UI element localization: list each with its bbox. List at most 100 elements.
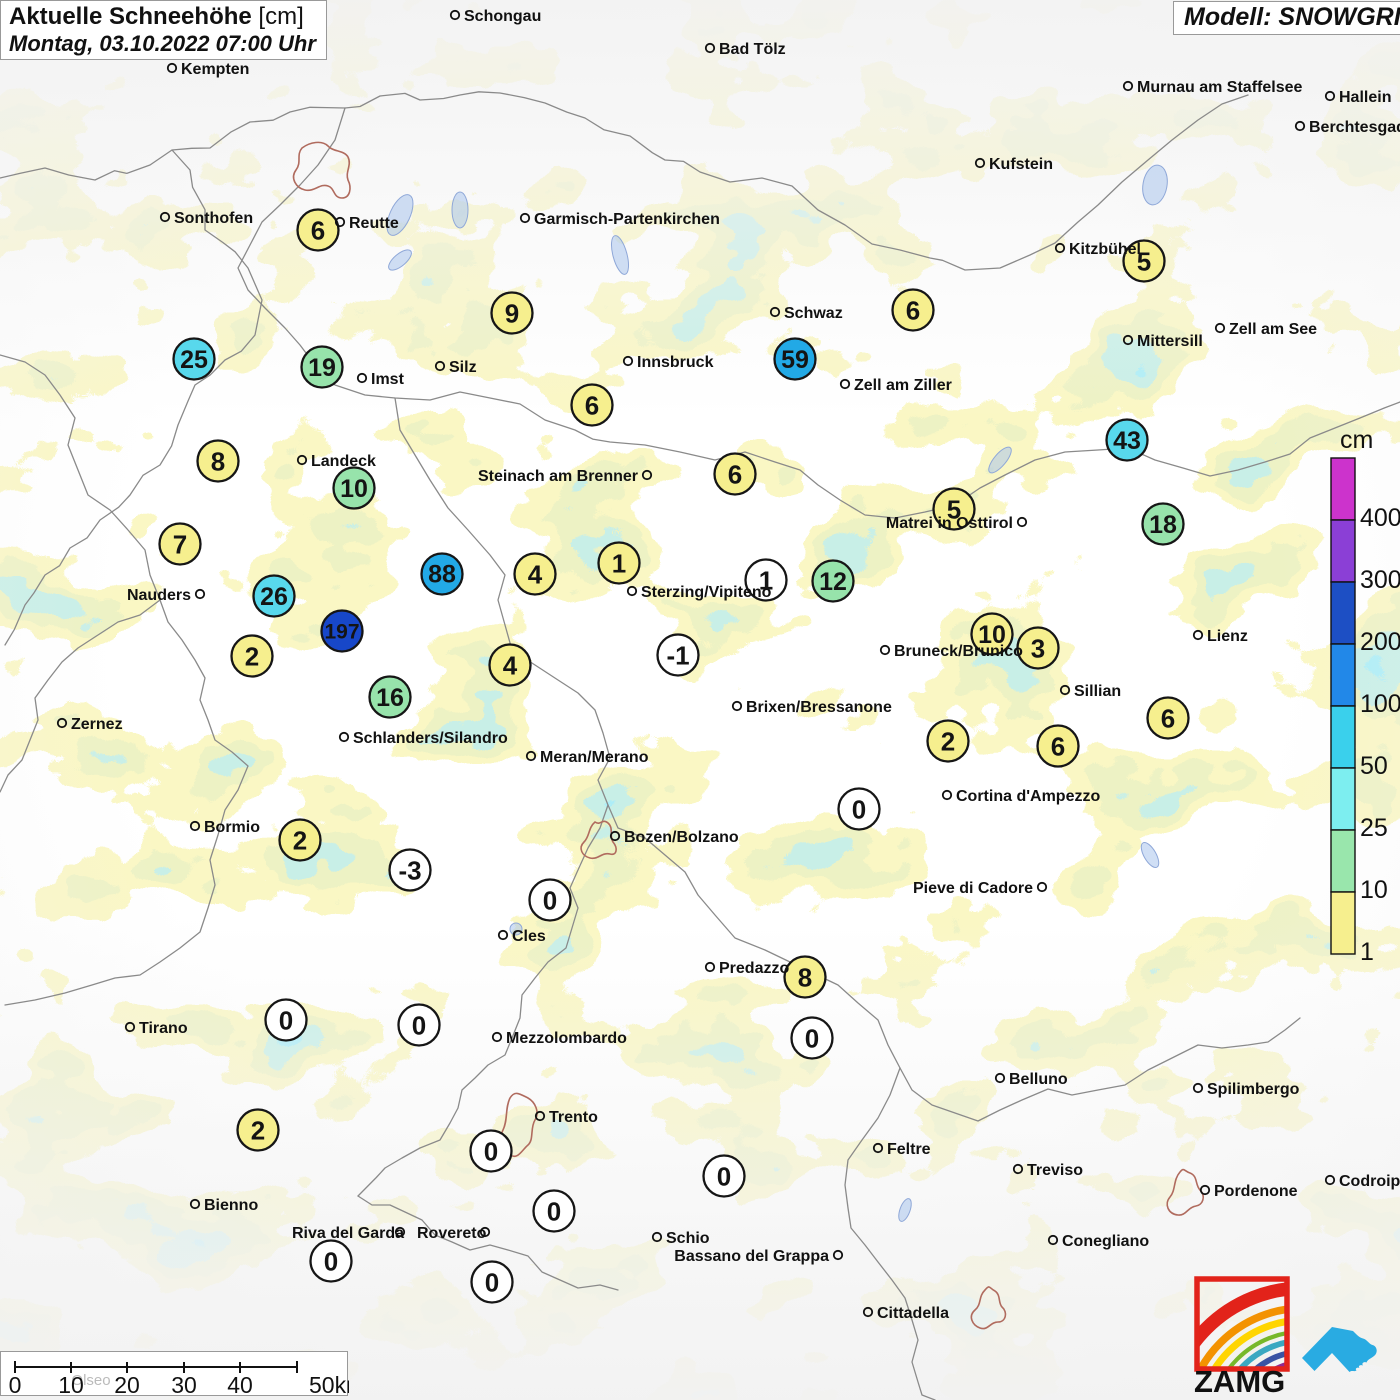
- svg-text:2: 2: [251, 1115, 265, 1145]
- svg-text:6: 6: [311, 215, 325, 245]
- svg-text:25: 25: [180, 346, 208, 374]
- svg-text:Sonthofen: Sonthofen: [174, 210, 253, 227]
- svg-text:Kempten: Kempten: [181, 61, 249, 78]
- svg-text:0: 0: [485, 1267, 499, 1297]
- svg-text:400: 400: [1360, 504, 1400, 532]
- svg-text:Berchtesgaden: Berchtesgaden: [1309, 119, 1400, 136]
- svg-text:8: 8: [798, 962, 812, 992]
- svg-text:Feltre: Feltre: [887, 1141, 931, 1158]
- svg-text:Mezzolombardo: Mezzolombardo: [506, 1030, 627, 1047]
- svg-text:100: 100: [1360, 690, 1400, 718]
- svg-text:50: 50: [1360, 752, 1388, 780]
- svg-text:6: 6: [1051, 731, 1065, 761]
- svg-text:30: 30: [171, 1372, 197, 1397]
- svg-text:Schongau: Schongau: [464, 8, 541, 25]
- svg-text:10: 10: [1360, 876, 1388, 904]
- svg-text:4: 4: [528, 559, 543, 589]
- svg-text:Cortina d'Ampezzo: Cortina d'Ampezzo: [956, 788, 1100, 805]
- svg-text:0: 0: [484, 1136, 498, 1166]
- svg-text:Silz: Silz: [449, 359, 477, 376]
- svg-text:Schwaz: Schwaz: [784, 305, 843, 322]
- svg-text:2: 2: [293, 825, 307, 855]
- svg-text:0: 0: [412, 1010, 426, 1040]
- svg-text:0: 0: [279, 1005, 293, 1035]
- svg-text:Codroipo: Codroipo: [1339, 1173, 1400, 1190]
- svg-text:Treviso: Treviso: [1027, 1162, 1083, 1179]
- svg-text:Riva del Garda: Riva del Garda: [292, 1225, 404, 1242]
- svg-text:50km: 50km: [309, 1372, 349, 1397]
- svg-text:2: 2: [245, 641, 259, 671]
- svg-text:59: 59: [781, 346, 809, 374]
- svg-text:Steinach am Brenner: Steinach am Brenner: [478, 468, 638, 485]
- svg-text:Bienno: Bienno: [204, 1197, 258, 1214]
- svg-text:0: 0: [717, 1161, 731, 1191]
- svg-text:300: 300: [1360, 566, 1400, 594]
- svg-text:9: 9: [505, 298, 519, 328]
- svg-text:25: 25: [1360, 814, 1388, 842]
- svg-text:6: 6: [1161, 703, 1175, 733]
- svg-text:Murnau am Staffelsee: Murnau am Staffelsee: [1137, 79, 1302, 96]
- svg-text:cm: cm: [1340, 428, 1373, 454]
- svg-text:Kufstein: Kufstein: [989, 156, 1053, 173]
- svg-text:3: 3: [1031, 633, 1045, 663]
- svg-text:Trento: Trento: [549, 1109, 598, 1126]
- svg-text:Schio: Schio: [666, 1230, 710, 1247]
- svg-text:40: 40: [227, 1372, 253, 1397]
- svg-text:ZAMG: ZAMG: [1194, 1364, 1285, 1398]
- svg-text:88: 88: [428, 560, 456, 588]
- svg-text:Sillian: Sillian: [1074, 683, 1121, 700]
- svg-text:Zernez: Zernez: [71, 716, 123, 733]
- svg-text:1: 1: [612, 548, 626, 578]
- svg-text:Bruneck/Brunico: Bruneck/Brunico: [894, 643, 1023, 660]
- svg-text:200: 200: [1360, 628, 1400, 656]
- svg-text:4: 4: [503, 650, 518, 680]
- svg-text:0: 0: [9, 1372, 22, 1397]
- svg-text:Predazzo: Predazzo: [719, 960, 789, 977]
- svg-text:8: 8: [211, 446, 225, 476]
- svg-text:6: 6: [728, 459, 742, 489]
- svg-text:19: 19: [308, 354, 336, 382]
- svg-text:Bad Tölz: Bad Tölz: [719, 41, 786, 58]
- svg-text:2: 2: [941, 726, 955, 756]
- svg-text:0: 0: [852, 794, 866, 824]
- svg-text:Zell am Ziller: Zell am Ziller: [854, 377, 952, 394]
- svg-text:Tirano: Tirano: [139, 1020, 188, 1037]
- svg-text:Brixen/Bressanone: Brixen/Bressanone: [746, 699, 892, 716]
- svg-text:6: 6: [906, 295, 920, 325]
- svg-text:Matrei in Osttirol: Matrei in Osttirol: [886, 515, 1013, 532]
- svg-text:7: 7: [173, 529, 187, 559]
- svg-text:Kitzbühel: Kitzbühel: [1069, 241, 1141, 258]
- svg-text:10: 10: [58, 1372, 84, 1397]
- svg-text:0: 0: [543, 885, 557, 915]
- svg-text:6: 6: [585, 390, 599, 420]
- svg-text:Reutte: Reutte: [349, 215, 399, 232]
- svg-text:Spilimbergo: Spilimbergo: [1207, 1081, 1300, 1098]
- svg-text:Imst: Imst: [371, 371, 405, 388]
- svg-text:Nauders: Nauders: [127, 587, 191, 604]
- svg-text:Rovereto: Rovereto: [417, 1225, 487, 1242]
- svg-text:Meran/Merano: Meran/Merano: [540, 749, 649, 766]
- svg-text:18: 18: [1149, 511, 1177, 539]
- svg-text:Garmisch-Partenkirchen: Garmisch-Partenkirchen: [534, 211, 720, 228]
- svg-text:Lienz: Lienz: [1207, 628, 1248, 645]
- svg-text:0: 0: [805, 1023, 819, 1053]
- svg-text:10: 10: [340, 475, 368, 503]
- svg-text:20: 20: [114, 1372, 140, 1397]
- svg-text:26: 26: [260, 583, 288, 611]
- svg-text:Hallein: Hallein: [1339, 89, 1391, 106]
- svg-text:Zell am See: Zell am See: [1229, 321, 1317, 338]
- svg-text:0: 0: [324, 1246, 338, 1276]
- svg-text:Sterzing/Vipiteno: Sterzing/Vipiteno: [641, 584, 772, 601]
- svg-text:197: 197: [324, 621, 359, 644]
- svg-text:Bormio: Bormio: [204, 819, 260, 836]
- svg-text:Landeck: Landeck: [311, 453, 376, 470]
- svg-text:Conegliano: Conegliano: [1062, 1233, 1149, 1250]
- svg-text:Bozen/Bolzano: Bozen/Bolzano: [624, 829, 739, 846]
- svg-text:12: 12: [819, 568, 847, 596]
- svg-text:-3: -3: [398, 855, 421, 885]
- svg-text:Mittersill: Mittersill: [1137, 333, 1203, 350]
- svg-text:Cles: Cles: [512, 928, 546, 945]
- svg-text:1: 1: [1360, 938, 1374, 966]
- svg-text:43: 43: [1113, 427, 1141, 455]
- svg-text:0: 0: [547, 1196, 561, 1226]
